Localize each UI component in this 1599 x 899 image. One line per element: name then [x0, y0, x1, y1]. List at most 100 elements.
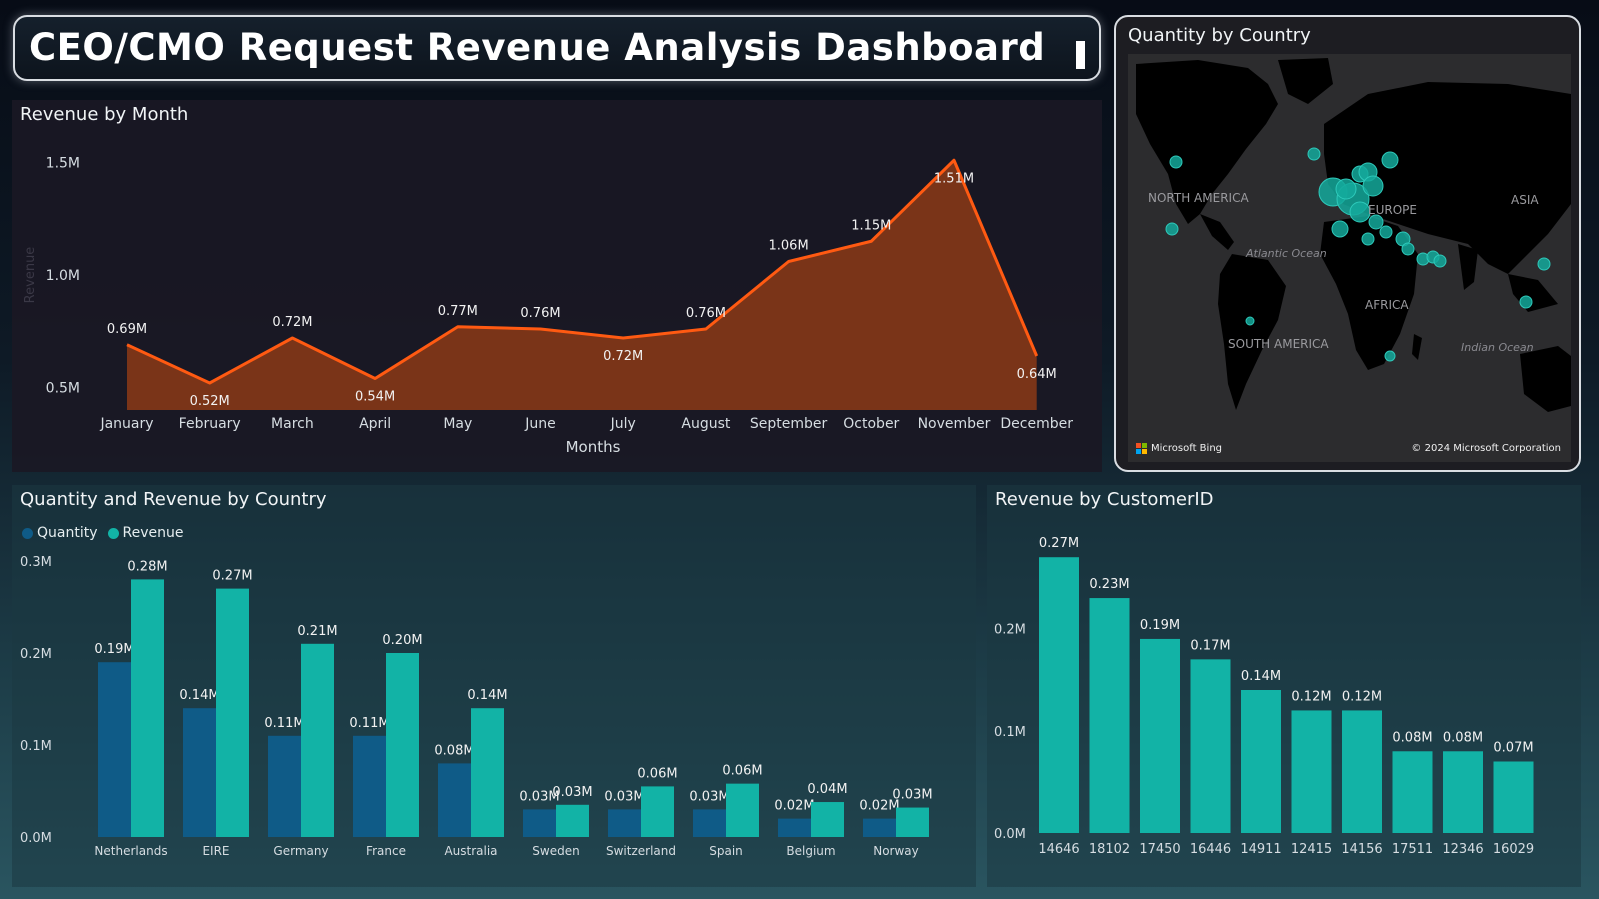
bar-quantity-germany[interactable]	[268, 735, 301, 837]
bar-customer-12346[interactable]	[1443, 751, 1483, 833]
country-bubble-1[interactable]	[1165, 222, 1179, 236]
y-tick-label-0: 0.0M	[994, 827, 1026, 842]
bar-customer-18102[interactable]	[1089, 598, 1130, 833]
country-bubble-10[interactable]	[1331, 220, 1349, 238]
revenue-line[interactable]	[126, 158, 1039, 385]
bar-quantity-spain[interactable]	[693, 809, 726, 837]
data-label-customer-14156: 0.12M	[1342, 689, 1382, 704]
land-central-america	[1200, 214, 1234, 250]
revenue-by-month-title: Revenue by Month	[20, 104, 189, 125]
ocean-label-atlantic: Atlantic Ocean	[1246, 247, 1327, 260]
revenue-by-month-chart[interactable]: 0.5M 1.0M 1.5M Revenue 0.69M January 0.52M Febr…	[12, 100, 1102, 472]
bar-revenue-switzerland[interactable]	[641, 786, 674, 837]
data-label-june: 0.76M	[520, 306, 560, 321]
revenue-by-month-panel[interactable]: Revenue by Month 0.5M 1.0M 1.5M Revenue 0.69…	[12, 100, 1102, 472]
bar-quantity-norway[interactable]	[863, 818, 896, 837]
country-bubble-0[interactable]	[1169, 155, 1183, 169]
bar-quantity-australia[interactable]	[438, 763, 471, 837]
bar-customer-17511[interactable]	[1392, 751, 1433, 833]
country-bubbles[interactable]	[1165, 147, 1551, 362]
region-label-south-america: SOUTH AMERICA	[1228, 337, 1329, 351]
x-tick-label-14156: 14156	[1341, 842, 1382, 857]
x-tick-label-january: January	[99, 416, 153, 432]
quantity-by-country-panel[interactable]: Quantity by Country NORTH AMERICA EUROPE…	[1114, 15, 1581, 472]
region-label-europe: EUROPE	[1368, 203, 1417, 217]
country-bubble-2[interactable]	[1307, 147, 1321, 161]
country-bubble-12[interactable]	[1381, 151, 1399, 169]
x-tick-label-17450: 17450	[1139, 842, 1180, 857]
x-tick-label-14911: 14911	[1240, 842, 1281, 857]
x-tick-label-switzerland: Switzerland	[606, 844, 676, 858]
bar-revenue-netherlands[interactable]	[131, 579, 164, 837]
data-label-revenue-germany: 0.21M	[297, 624, 337, 639]
country-bubble-9[interactable]	[1349, 201, 1371, 223]
data-label-revenue-spain: 0.06M	[722, 764, 762, 779]
country-bubble-11[interactable]	[1368, 214, 1384, 230]
legend-item-quantity[interactable]: Quantity	[22, 525, 98, 541]
country-bubble-23[interactable]	[1245, 316, 1255, 326]
bar-quantity-switzerland[interactable]	[608, 809, 641, 837]
bar-revenue-norway[interactable]	[896, 807, 929, 837]
country-bubble-16[interactable]	[1401, 242, 1415, 256]
region-label-asia: ASIA	[1511, 193, 1539, 207]
country-bubble-22[interactable]	[1384, 350, 1396, 362]
bar-customer-14156[interactable]	[1342, 710, 1382, 833]
data-label-customer-17450: 0.19M	[1140, 618, 1180, 633]
legend-dot-revenue	[107, 527, 119, 539]
quantity-revenue-by-country-chart[interactable]: 0.0M 0.1M 0.2M 0.3M 0.19M 0.28M Netherlands 0.1…	[12, 485, 976, 887]
quantity-revenue-by-country-panel[interactable]: Quantity and Revenue by Country Quantity…	[12, 485, 976, 887]
bar-revenue-france[interactable]	[386, 653, 419, 837]
data-label-march: 0.72M	[272, 315, 312, 330]
country-bubble-19[interactable]	[1433, 254, 1447, 268]
bar-quantity-sweden[interactable]	[523, 809, 556, 837]
data-label-revenue-eire: 0.27M	[212, 569, 252, 584]
bar-customer-16446[interactable]	[1190, 659, 1231, 833]
bar-quantity-eire[interactable]	[183, 708, 216, 837]
bar-revenue-eire[interactable]	[216, 588, 249, 837]
bar-revenue-spain[interactable]	[726, 783, 759, 837]
bar-revenue-belgium[interactable]	[811, 802, 844, 837]
x-tick-label-march: March	[271, 416, 314, 432]
land-india	[1458, 244, 1478, 290]
bar-customer-17450[interactable]	[1140, 638, 1180, 833]
legend-item-revenue[interactable]: Revenue	[107, 525, 183, 541]
ocean-label-indian: Indian Ocean	[1461, 341, 1534, 354]
dashboard-header: CEO/CMO Request Revenue Analysis Dashboa…	[13, 15, 1101, 81]
country-bubble-5[interactable]	[1335, 178, 1357, 200]
bar-quantity-netherlands[interactable]	[98, 662, 131, 837]
data-label-quantity-france: 0.11M	[349, 716, 389, 731]
country-bubble-14[interactable]	[1379, 225, 1393, 239]
revenue-by-customer-panel[interactable]: Revenue by CustomerID 0.0M 0.1M 0.2M 0.27M 1…	[987, 485, 1581, 887]
x-tick-label-may: May	[443, 416, 472, 432]
bar-revenue-sweden[interactable]	[556, 804, 589, 837]
bar-customer-16029[interactable]	[1493, 761, 1534, 834]
data-label-customer-16029: 0.07M	[1493, 741, 1533, 756]
legend-dot-quantity	[22, 527, 33, 539]
x-tick-label-norway: Norway	[873, 844, 919, 858]
bar-revenue-germany[interactable]	[301, 643, 334, 837]
revenue-by-customer-chart[interactable]: 0.0M 0.1M 0.2M 0.27M 14646 0.23M 18102 0.19M 174…	[987, 485, 1581, 887]
bar-customer-14911[interactable]	[1241, 690, 1281, 833]
data-label-may: 0.77M	[438, 304, 478, 319]
data-label-august: 0.76M	[686, 306, 726, 321]
bar-quantity-france[interactable]	[353, 735, 386, 837]
quantity-by-country-title: Quantity by Country	[1128, 25, 1311, 46]
bar-revenue-australia[interactable]	[471, 708, 504, 837]
y-axis-label: Revenue	[23, 247, 38, 304]
country-bubble-20[interactable]	[1537, 257, 1551, 271]
x-tick-label-18102: 18102	[1089, 842, 1130, 857]
bar-customer-14646[interactable]	[1039, 557, 1079, 833]
y-tick-label-3: 0.3M	[20, 555, 52, 570]
country-bubble-13[interactable]	[1361, 232, 1375, 246]
y-tick-label-2: 1.5M	[46, 156, 80, 172]
bar-customer-12415[interactable]	[1291, 710, 1332, 833]
data-label-quantity-belgium: 0.02M	[774, 799, 814, 814]
x-tick-label-16446: 16446	[1190, 842, 1231, 857]
bar-quantity-belgium[interactable]	[778, 818, 811, 837]
x-tick-label-august: August	[681, 416, 731, 432]
world-map[interactable]: NORTH AMERICA EUROPE ASIA AFRICA SOUTH A…	[1128, 54, 1571, 462]
country-bubble-8[interactable]	[1362, 175, 1384, 197]
country-bubble-21[interactable]	[1519, 295, 1533, 309]
x-tick-label-july: July	[610, 416, 636, 432]
data-label-customer-12415: 0.12M	[1291, 689, 1331, 704]
